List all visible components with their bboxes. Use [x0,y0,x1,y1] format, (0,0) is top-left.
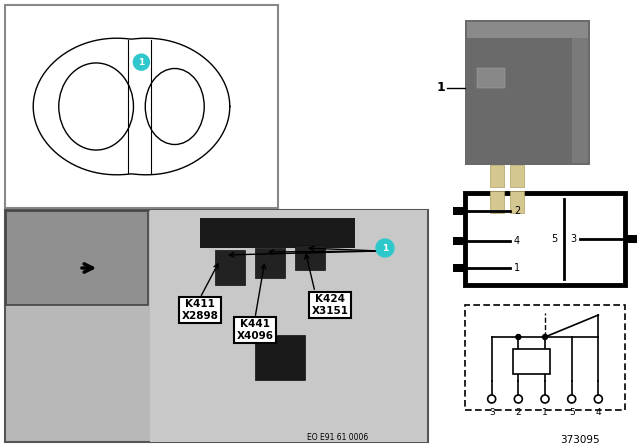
Bar [465,193,625,285]
Bar [6,211,148,305]
Text: 1: 1 [542,408,548,417]
Text: 5: 5 [551,234,557,244]
Bar [572,38,588,163]
Bar [453,207,465,215]
Bar [200,218,355,248]
Text: 4: 4 [596,408,601,417]
Bar [150,210,427,442]
Bar [490,165,504,187]
Bar [215,250,245,285]
Circle shape [541,395,549,403]
Bar [255,248,285,278]
Text: 2: 2 [516,408,521,417]
Circle shape [568,395,575,403]
Text: 1: 1 [436,81,445,94]
Bar [255,335,305,380]
Bar [467,22,588,38]
Bar [513,349,550,374]
Bar [490,191,504,213]
Text: 1: 1 [514,263,520,273]
Bar [465,305,625,410]
Text: K424
X3151: K424 X3151 [312,294,349,316]
Circle shape [595,395,602,403]
Bar [465,20,590,165]
Bar [295,245,325,270]
Ellipse shape [145,69,204,145]
Bar [5,210,428,442]
Bar [510,165,524,187]
Bar [477,68,505,87]
Text: 3: 3 [489,408,495,417]
Bar [453,264,465,272]
Text: 5: 5 [569,408,575,417]
Bar [5,5,278,208]
Bar [625,235,637,243]
Text: 373095: 373095 [560,435,600,445]
Text: K411
X2898: K411 X2898 [182,299,218,321]
Circle shape [516,335,521,340]
Circle shape [133,54,149,70]
Text: 1: 1 [138,58,145,67]
Text: EO E91 61 0006: EO E91 61 0006 [307,432,368,441]
Circle shape [543,335,547,340]
Text: 1: 1 [382,244,388,253]
Circle shape [376,239,394,257]
Text: 4: 4 [514,236,520,246]
Bar [453,237,465,245]
Circle shape [515,395,522,403]
Text: K441
X4096: K441 X4096 [237,319,273,341]
Text: 2: 2 [514,207,520,216]
Text: 3: 3 [570,234,576,244]
Ellipse shape [59,63,134,150]
Circle shape [488,395,495,403]
Bar [510,191,524,213]
